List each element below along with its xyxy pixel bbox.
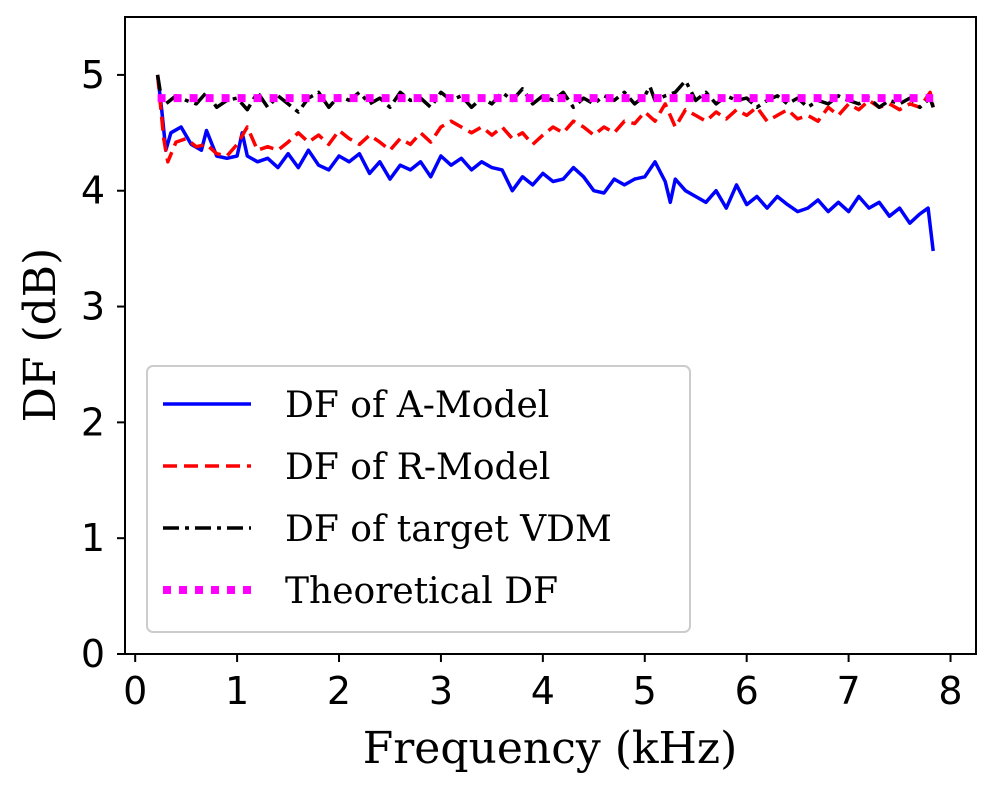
y-tick-label: 3 <box>81 285 105 329</box>
x-tick-label: 6 <box>735 669 759 713</box>
y-tick-label: 0 <box>81 632 105 676</box>
series-line-2 <box>155 74 935 164</box>
x-tick-label: 4 <box>531 669 555 713</box>
legend-label-2: DF of R-Model <box>285 447 550 488</box>
series-line-3 <box>155 74 935 114</box>
y-tick-label: 4 <box>81 169 105 213</box>
y-axis-ticks: 0 1 2 3 4 5 <box>81 53 125 676</box>
x-axis-ticks: 0 1 2 3 4 5 6 7 8 <box>123 654 963 713</box>
x-tick-label: 2 <box>327 669 351 713</box>
legend-label-4: Theoretical DF <box>285 571 558 612</box>
plot-area <box>155 74 935 252</box>
y-axis-title: DF (dB) <box>15 248 66 423</box>
series-line-1 <box>155 74 935 252</box>
axes-frame <box>124 16 977 655</box>
legend-frame <box>146 365 691 633</box>
x-tick-label: 1 <box>225 669 249 713</box>
x-tick-label: 5 <box>633 669 657 713</box>
x-tick-label: 8 <box>938 669 962 713</box>
y-tick-label: 2 <box>81 400 105 444</box>
x-tick-label: 7 <box>837 669 861 713</box>
x-axis-title: Frequency (kHz) <box>363 723 738 774</box>
x-tick-label: 0 <box>123 669 147 713</box>
y-tick-label: 1 <box>81 516 105 560</box>
legend-label-1: DF of A-Model <box>285 385 549 426</box>
legend: DF of A-Model DF of R-Model DF of target V… <box>146 365 691 633</box>
y-tick-label: 5 <box>81 53 105 97</box>
x-tick-label: 3 <box>429 669 453 713</box>
legend-label-3: DF of target VDM <box>285 509 612 550</box>
